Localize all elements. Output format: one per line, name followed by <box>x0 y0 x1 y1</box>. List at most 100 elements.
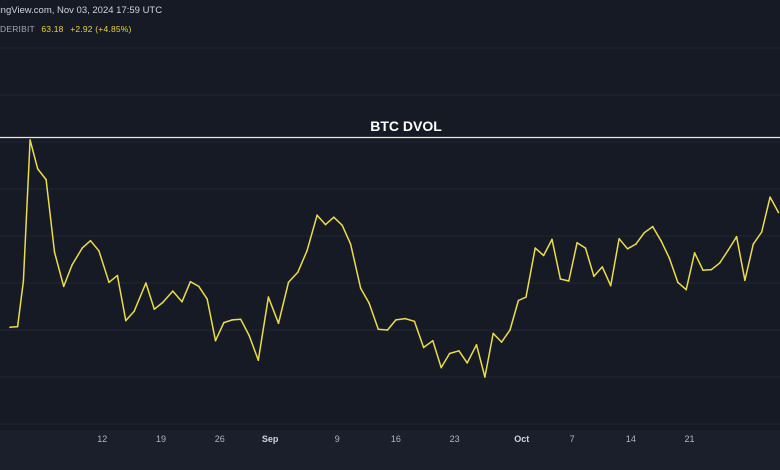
data-point <box>601 266 604 268</box>
data-point <box>239 318 242 321</box>
data-point <box>133 310 135 313</box>
data-point <box>333 216 335 218</box>
data-point <box>377 328 380 331</box>
data-point <box>702 269 704 272</box>
data-point <box>36 168 39 170</box>
data-point <box>559 278 562 280</box>
data-point <box>760 231 763 233</box>
data-point <box>618 237 620 240</box>
data-point <box>422 346 425 349</box>
data-point <box>609 284 612 287</box>
series-layer <box>9 139 780 378</box>
data-point <box>316 214 318 216</box>
data-point <box>9 326 11 329</box>
data-point <box>517 299 520 302</box>
change-value: +2.92 (+4.85%) <box>70 24 132 34</box>
data-point <box>551 238 553 241</box>
data-point <box>125 319 127 322</box>
data-point <box>584 247 587 249</box>
x-tick-label: 12 <box>97 434 107 444</box>
data-point <box>568 280 570 282</box>
data-point <box>53 251 56 253</box>
data-point <box>386 329 389 331</box>
data-point <box>153 308 156 311</box>
x-tick-label: Sep <box>262 434 279 444</box>
exchange-label: DERIBIT <box>0 24 35 34</box>
data-point <box>769 196 771 198</box>
data-point <box>248 334 250 337</box>
data-point <box>668 257 671 260</box>
last-value: 63.18 <box>41 24 64 34</box>
data-point <box>172 290 174 292</box>
data-point <box>651 225 654 228</box>
data-point <box>752 243 755 245</box>
data-point <box>89 239 92 242</box>
data-point <box>660 239 662 242</box>
data-point <box>643 231 646 234</box>
data-point <box>542 254 545 257</box>
data-point <box>576 241 578 244</box>
chart-title: BTC DVOL <box>370 118 442 134</box>
source-attribution: ndingView.com, Nov 03, 2024 17:59 UTC <box>0 5 163 16</box>
data-point <box>81 247 83 249</box>
x-axis-band <box>0 430 780 470</box>
data-point <box>458 350 460 352</box>
data-point <box>287 281 290 284</box>
data-point <box>677 281 679 284</box>
series-line <box>9 139 780 378</box>
data-point <box>685 288 687 291</box>
data-point <box>257 359 260 362</box>
data-point <box>214 339 217 342</box>
data-point <box>744 279 746 282</box>
data-point <box>626 248 629 250</box>
data-point <box>116 274 119 277</box>
data-point <box>448 352 451 355</box>
data-point <box>71 264 73 266</box>
x-tick-label: 16 <box>391 434 401 444</box>
data-point <box>693 252 696 254</box>
data-point <box>635 243 637 245</box>
x-tick-label: 21 <box>685 434 695 444</box>
data-point <box>492 332 495 335</box>
header-bar: ndingView.com, Nov 03, 2024 17:59 UTC <box>0 0 780 22</box>
data-point <box>500 341 503 343</box>
data-point <box>777 211 780 214</box>
data-point <box>466 362 469 364</box>
data-point <box>62 285 65 288</box>
grid <box>0 47 780 425</box>
data-point <box>341 224 344 227</box>
x-tick-label: Oct <box>514 434 529 444</box>
data-point <box>29 139 31 141</box>
data-point <box>534 247 536 249</box>
data-point <box>710 268 713 271</box>
x-tick-label: 7 <box>570 434 575 444</box>
data-point <box>108 281 110 284</box>
data-point <box>395 319 397 321</box>
data-point <box>267 296 270 298</box>
data-point <box>735 235 738 238</box>
x-tick-label: 23 <box>450 434 460 444</box>
data-point <box>297 271 299 274</box>
data-point <box>98 250 100 252</box>
data-point <box>727 249 729 251</box>
data-point <box>509 329 511 331</box>
data-point <box>145 282 147 284</box>
ticker-line: DERIBIT 63.18 +2.92 (+4.85%) <box>0 24 132 34</box>
data-point <box>484 376 486 378</box>
data-point <box>161 301 164 304</box>
x-tick-label: 19 <box>156 434 166 444</box>
data-point <box>324 223 327 226</box>
data-point <box>359 287 362 290</box>
data-point <box>198 285 200 288</box>
data-point <box>306 250 308 252</box>
data-point <box>16 325 19 328</box>
data-point <box>593 275 595 278</box>
x-tick-label: 9 <box>335 434 340 444</box>
data-point <box>231 319 234 321</box>
data-point <box>719 262 721 264</box>
data-point <box>413 320 416 323</box>
data-point <box>181 301 183 303</box>
x-tick-label: 26 <box>215 434 225 444</box>
data-point <box>206 298 208 300</box>
